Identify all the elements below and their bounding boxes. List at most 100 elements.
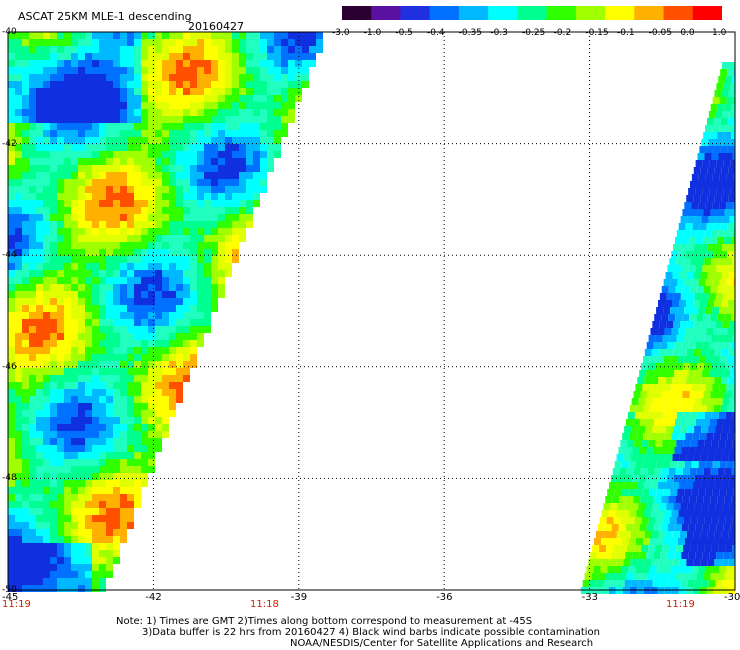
swath-pixel	[211, 123, 218, 130]
swath-pixel	[637, 377, 645, 384]
swath-pixel	[120, 235, 127, 242]
swath-pixel	[50, 165, 57, 172]
swath-pixel	[92, 410, 99, 417]
swath-pixel	[57, 207, 64, 214]
swath-pixel	[218, 228, 225, 235]
swath-pixel	[239, 67, 246, 74]
swath-pixel	[211, 60, 218, 67]
swath-pixel	[141, 277, 148, 284]
swath-pixel	[92, 137, 99, 144]
swath-pixel	[232, 172, 239, 179]
swath-pixel	[113, 116, 120, 123]
swath-pixel	[85, 207, 92, 214]
swath-pixel	[719, 356, 727, 363]
swath-pixel	[698, 538, 706, 545]
swath-pixel	[15, 53, 22, 60]
swath-pixel	[120, 459, 127, 466]
swath-pixel	[155, 60, 162, 67]
swath-pixel	[719, 307, 727, 314]
swath-pixel	[617, 475, 625, 482]
swath-pixel	[29, 508, 36, 515]
swath-pixel	[155, 74, 162, 81]
swath-pixel	[36, 347, 43, 354]
swath-pixel	[295, 46, 302, 53]
swath-pixel	[627, 545, 635, 552]
swath-pixel	[204, 312, 211, 319]
swath-pixel	[711, 153, 719, 160]
swath-pixel	[225, 242, 232, 249]
swath-pixel	[613, 517, 621, 524]
swath-pixel	[92, 123, 99, 130]
swath-pixel	[211, 32, 218, 39]
swath-pixel	[631, 426, 639, 433]
swath-pixel	[667, 419, 675, 426]
swath-pixel	[57, 151, 64, 158]
swath-pixel	[85, 326, 92, 333]
swath-pixel	[106, 487, 113, 494]
swath-pixel	[148, 165, 155, 172]
swath-pixel	[29, 522, 36, 529]
swath-pixel	[700, 272, 708, 279]
swath-pixel	[197, 137, 204, 144]
swath-pixel	[232, 53, 239, 60]
swath-pixel	[50, 522, 57, 529]
swath-pixel	[155, 158, 162, 165]
swath-pixel	[699, 300, 707, 307]
swath-pixel	[22, 88, 29, 95]
swath-pixel	[134, 186, 141, 193]
swath-pixel	[64, 529, 71, 536]
swath-pixel	[127, 32, 134, 39]
colorbar-tick-label: -0.2	[553, 28, 572, 38]
swath-pixel	[655, 517, 663, 524]
swath-pixel	[727, 146, 735, 153]
swath-pixel	[155, 39, 162, 46]
swath-pixel	[641, 545, 649, 552]
swath-pixel	[148, 445, 155, 452]
swath-pixel	[50, 410, 57, 417]
swath-pixel	[64, 480, 71, 487]
swath-pixel	[134, 95, 141, 102]
swath-pixel	[106, 263, 113, 270]
swath-pixel	[57, 501, 64, 508]
swath-pixel	[57, 396, 64, 403]
swath-pixel	[141, 46, 148, 53]
swath-pixel	[253, 200, 260, 207]
swath-pixel	[620, 545, 628, 552]
swath-pixel	[162, 81, 169, 88]
swath-pixel	[717, 468, 725, 475]
swath-pixel	[141, 116, 148, 123]
swath-pixel	[99, 501, 106, 508]
swath-pixel	[127, 53, 134, 60]
swath-pixel	[57, 578, 64, 585]
swath-pixel	[717, 104, 725, 111]
swath-pixel	[8, 249, 15, 256]
swath-pixel	[659, 398, 667, 405]
swath-pixel	[15, 46, 22, 53]
swath-pixel	[64, 564, 71, 571]
swath-pixel	[22, 39, 29, 46]
swath-pixel	[707, 454, 715, 461]
swath-pixel	[127, 165, 134, 172]
swath-pixel	[197, 305, 204, 312]
colorbar-segment	[634, 6, 665, 20]
swath-pixel	[78, 298, 85, 305]
swath-pixel	[733, 538, 735, 545]
swath-pixel	[29, 186, 36, 193]
swath-pixel	[120, 354, 127, 361]
swath-pixel	[8, 389, 15, 396]
swath-pixel	[660, 447, 668, 454]
swath-pixel	[260, 67, 267, 74]
swath-pixel	[692, 510, 700, 517]
swath-pixel	[29, 74, 36, 81]
swath-pixel	[64, 305, 71, 312]
swath-pixel	[99, 200, 106, 207]
swath-pixel	[656, 489, 664, 496]
swath-pixel	[106, 242, 113, 249]
swath-pixel	[630, 454, 638, 461]
swath-pixel	[85, 39, 92, 46]
swath-pixel	[141, 410, 148, 417]
longitude-label: -42	[145, 592, 162, 603]
swath-pixel	[148, 200, 155, 207]
swath-pixel	[714, 454, 722, 461]
swath-pixel	[29, 375, 36, 382]
